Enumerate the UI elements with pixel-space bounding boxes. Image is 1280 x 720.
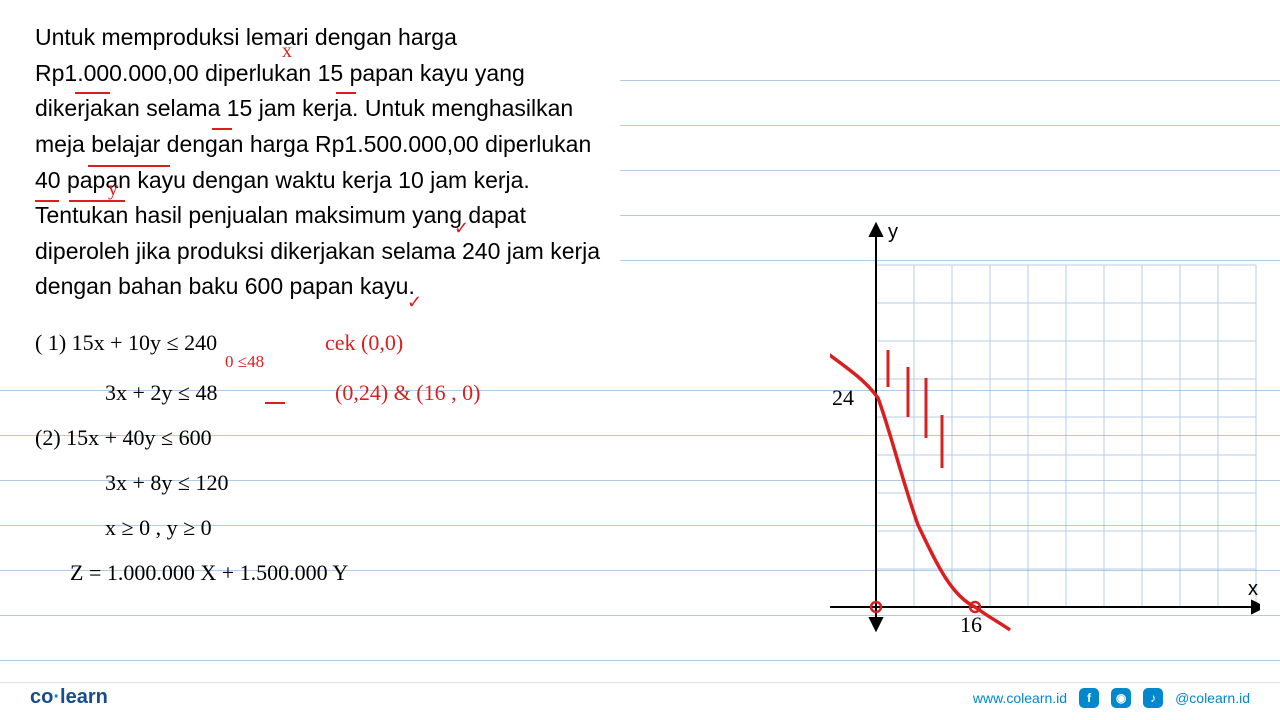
footer: co·learn www.colearn.id f ◉ ♪ @colearn.i… (0, 682, 1280, 712)
logo: co·learn (30, 686, 108, 709)
x-tick-16: 16 (960, 612, 982, 637)
work-eq2: (2) 15x + 40y ≤ 600 (35, 425, 212, 451)
logo-learn: learn (60, 686, 108, 708)
annotation-y: y (108, 178, 118, 201)
work-check-sub: 0 ≤48 (225, 352, 264, 372)
facebook-icon: f (1079, 688, 1099, 708)
graph-area: y x 24 16 (830, 220, 1260, 640)
instagram-icon: ◉ (1111, 688, 1131, 708)
logo-co: co (30, 686, 53, 708)
y-axis-label: y (888, 221, 898, 243)
tiktok-icon: ♪ (1143, 688, 1163, 708)
work-eq1-simplified: 3x + 2y ≤ 48 (105, 380, 217, 406)
underline (69, 200, 125, 202)
footer-url: www.colearn.id (973, 690, 1067, 706)
underline (212, 128, 232, 130)
page-content: Untuk memproduksi lemari dengan harga Rp… (0, 0, 1280, 720)
constraint-line (830, 348, 1010, 630)
underline (75, 92, 110, 94)
work-intercepts: (0,24) & (16 , 0) (335, 380, 480, 406)
annotation-x: x (282, 40, 292, 63)
underline (35, 200, 59, 202)
y-tick-24: 24 (832, 385, 854, 410)
work-eq2-simplified: 3x + 8y ≤ 120 (105, 470, 228, 496)
footer-right: www.colearn.id f ◉ ♪ @colearn.id (973, 688, 1250, 708)
work-nonneg: x ≥ 0 , y ≥ 0 (105, 515, 212, 541)
underline (265, 402, 285, 404)
check-mark: ✓ (407, 292, 422, 313)
check-mark: ✓ (454, 218, 469, 239)
work-objective: Z = 1.000.000 X + 1.500.000 Y (70, 560, 348, 586)
underline (336, 92, 356, 94)
work-eq1: ( 1) 15x + 10y ≤ 240 (35, 330, 217, 356)
problem-statement: Untuk memproduksi lemari dengan harga Rp… (35, 20, 605, 305)
footer-handle: @colearn.id (1175, 690, 1250, 706)
work-check: cek (0,0) (325, 330, 403, 356)
graph-svg: y x 24 16 (830, 220, 1260, 640)
x-axis-label: x (1248, 578, 1258, 600)
underline (88, 165, 170, 167)
